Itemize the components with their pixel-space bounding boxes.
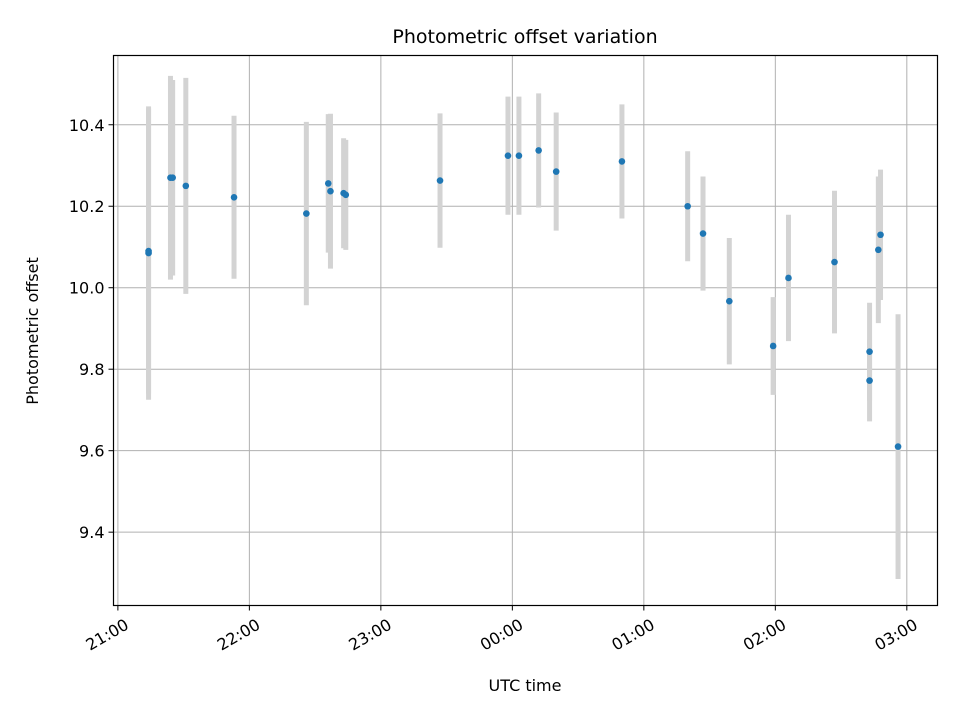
data-point (894, 443, 902, 450)
data-point (504, 152, 512, 160)
data-point (684, 202, 691, 210)
data-point (436, 177, 444, 184)
x-axis-title: UTC time (489, 676, 562, 695)
data-point (699, 230, 707, 237)
y-tick-label: 10.4 (69, 116, 105, 135)
data-point (327, 187, 334, 195)
data-point (831, 258, 838, 266)
data-point (169, 174, 176, 182)
data-point (303, 210, 310, 217)
data-point (535, 147, 542, 154)
data-point (877, 231, 884, 239)
data-points (145, 147, 902, 450)
data-point (866, 377, 873, 384)
y-tick-label: 9.8 (79, 360, 104, 379)
y-axis-title: Photometric offset (23, 257, 42, 405)
y-tick-label: 10.2 (69, 197, 105, 216)
data-point (552, 168, 560, 175)
y-tick-label: 9.6 (79, 442, 104, 461)
data-point (342, 191, 350, 199)
data-point (515, 152, 523, 160)
y-tick-label: 9.4 (79, 523, 104, 542)
data-point (230, 193, 238, 201)
data-point (785, 274, 792, 282)
data-point (875, 246, 882, 254)
data-point (769, 342, 777, 350)
y-axis: 9.4 9.6 9.8 10.0 10.2 10.4 (69, 116, 114, 542)
data-point (145, 247, 152, 255)
chart-title: Photometric offset variation (392, 26, 657, 48)
data-point (618, 158, 626, 165)
plot-frame (112, 54, 939, 607)
data-point (866, 348, 873, 355)
data-point (182, 182, 190, 190)
data-point (726, 297, 733, 305)
y-tick-label: 10.0 (69, 279, 105, 298)
data-point (324, 180, 332, 187)
